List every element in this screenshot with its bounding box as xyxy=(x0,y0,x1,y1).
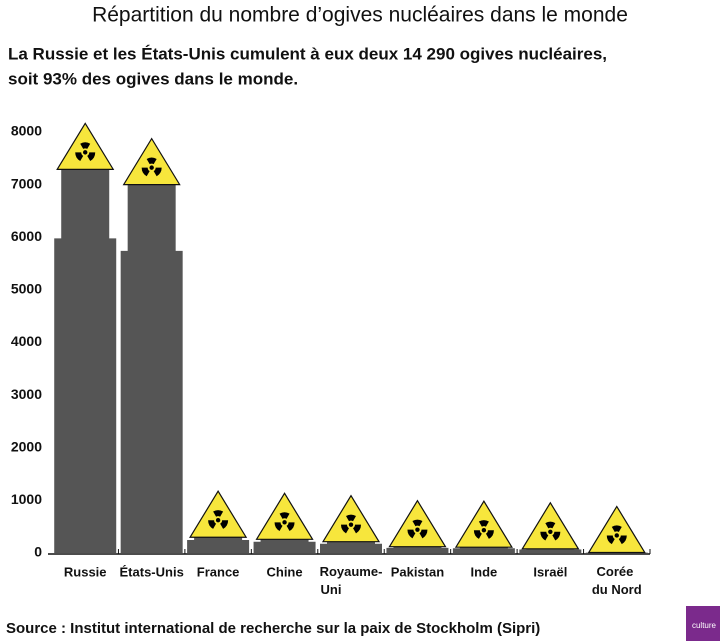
radiation-core xyxy=(614,533,619,538)
radiation-blade xyxy=(346,514,356,522)
radiation-blade xyxy=(220,520,229,529)
source: Source : Institut international de reche… xyxy=(6,620,540,637)
warhead-cap xyxy=(587,505,646,554)
bar xyxy=(320,541,382,553)
bar xyxy=(187,537,250,553)
bar xyxy=(519,548,582,553)
radiation-blade xyxy=(87,152,96,162)
radiation-core xyxy=(83,150,88,155)
radiation-core xyxy=(282,520,287,525)
y-tick-label: 3000 xyxy=(11,386,42,402)
x-tick-label: Chine xyxy=(266,564,302,579)
radiation-core xyxy=(481,528,487,533)
radiation-blade xyxy=(606,535,615,545)
x-tick-label: États-Unis xyxy=(120,564,184,579)
radiation-blade xyxy=(208,520,217,529)
logo-text: culture xyxy=(692,621,717,630)
subtitle: La Russie et les États-Unis cumulent à e… xyxy=(8,44,607,63)
x-tick-label: Royaume-Uni xyxy=(320,564,383,597)
radiation-blade xyxy=(412,519,423,527)
radiation-core xyxy=(215,518,221,523)
radiation-blade xyxy=(407,529,416,539)
radiation-blade xyxy=(540,531,549,541)
x-tick-label: Inde xyxy=(471,564,498,579)
radiation-blade xyxy=(611,525,622,533)
bar xyxy=(253,539,316,553)
x-tick-label: France xyxy=(197,564,240,579)
chart-title: Répartition du nombre d’ogives nucléaire… xyxy=(92,4,628,27)
warhead-cap xyxy=(321,494,381,543)
warhead-cap xyxy=(122,137,181,186)
radiation-blade xyxy=(141,167,150,177)
warhead-cap xyxy=(454,500,513,548)
y-tick-label: 0 xyxy=(34,544,42,560)
radiation-blade xyxy=(153,167,162,177)
warhead-cap xyxy=(388,499,447,548)
radiation-blade xyxy=(353,524,361,534)
bar xyxy=(120,184,183,553)
y-tick-label: 6000 xyxy=(11,228,42,244)
radiation-core xyxy=(348,522,354,527)
y-tick-label: 2000 xyxy=(11,438,42,454)
radiation-blade xyxy=(341,524,349,534)
radiation-blade xyxy=(274,522,283,531)
radiation-blade xyxy=(478,520,489,527)
radiation-blade xyxy=(146,157,157,165)
warhead-cap xyxy=(255,492,314,540)
radiation-blade xyxy=(485,530,494,539)
x-tick-label: Russie xyxy=(64,564,107,579)
warhead-cap xyxy=(189,490,248,538)
logo xyxy=(686,606,720,641)
radiation-blade xyxy=(286,522,295,531)
radiation-core xyxy=(149,165,154,170)
y-tick-label: 5000 xyxy=(11,281,42,297)
radiation-blade xyxy=(618,535,627,545)
x-tick-label: Israël xyxy=(533,564,567,579)
subtitle: soit 93% des ogives dans le monde. xyxy=(8,69,298,88)
y-tick-label: 7000 xyxy=(11,175,42,191)
bar xyxy=(452,547,515,553)
y-tick-label: 4000 xyxy=(11,333,42,349)
radiation-blade xyxy=(545,521,556,529)
radiation-blade xyxy=(80,142,91,149)
x-tick-label: Pakistan xyxy=(391,564,445,579)
x-tick-label: Corée du Nord xyxy=(592,564,642,597)
radiation-blade xyxy=(213,510,224,517)
warhead-cap xyxy=(56,122,115,170)
y-tick-label: 1000 xyxy=(11,491,42,507)
bar xyxy=(386,546,449,553)
warhead-cap xyxy=(521,501,580,550)
radiation-blade xyxy=(419,529,428,539)
bar xyxy=(54,169,117,553)
radiation-blade xyxy=(279,512,290,519)
radiation-core xyxy=(415,527,420,532)
radiation-blade xyxy=(552,531,561,541)
radiation-core xyxy=(548,529,553,534)
radiation-blade xyxy=(473,530,482,539)
radiation-blade xyxy=(75,152,84,162)
y-tick-label: 8000 xyxy=(11,123,42,139)
